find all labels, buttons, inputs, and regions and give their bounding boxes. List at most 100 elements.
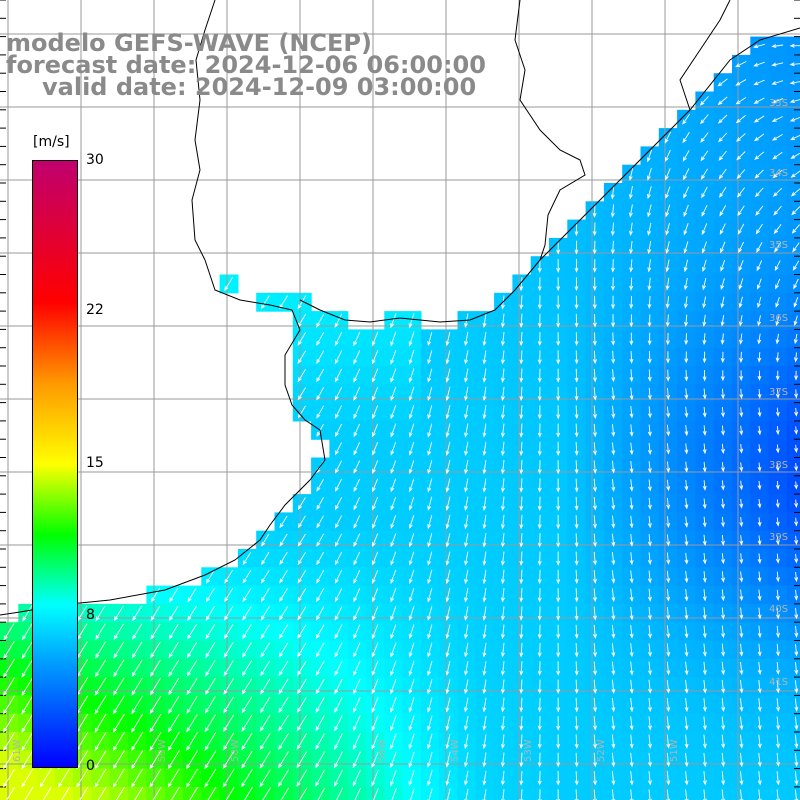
- wind-vector: [721, 571, 726, 583]
- wind-vector: [242, 551, 252, 566]
- wind-vector: [6, 786, 15, 800]
- wind-vector: [500, 569, 505, 585]
- wind-vector: [241, 660, 252, 677]
- wind-vector: [408, 313, 415, 329]
- wind-vector: [353, 606, 361, 621]
- wind-vector: [556, 624, 561, 640]
- wind-vector: [629, 259, 634, 273]
- wind-vector: [702, 443, 707, 455]
- wind-vector: [445, 679, 451, 695]
- wind-vector: [664, 131, 672, 144]
- lon-label: 59W: [157, 739, 168, 762]
- wind-vector: [775, 444, 780, 454]
- wind-vector: [280, 787, 290, 800]
- wind-vector: [297, 405, 306, 419]
- wind-vector: [537, 368, 542, 383]
- wind-vector: [719, 205, 727, 217]
- wind-vector: [427, 606, 433, 621]
- wind-vector: [464, 661, 469, 676]
- wind-vector: [316, 533, 324, 547]
- wind-vector: [574, 441, 579, 456]
- wind-vector: [556, 423, 561, 438]
- wind-vector: [278, 642, 289, 658]
- wind-vector: [629, 369, 634, 383]
- wind-vector: [701, 223, 708, 236]
- wind-vector: [574, 423, 579, 438]
- wind-vector: [775, 389, 780, 399]
- wind-vector: [464, 569, 469, 585]
- wind-vector: [776, 625, 780, 639]
- wind-vector: [3, 731, 15, 752]
- wind-vector: [372, 569, 379, 584]
- wind-vector: [592, 350, 597, 365]
- wind-vector: [537, 533, 542, 548]
- wind-speed-cell: [256, 786, 276, 800]
- wind-vector: [225, 786, 235, 800]
- wind-vector: [717, 96, 728, 106]
- wind-vector: [666, 716, 671, 731]
- wind-vector: [739, 407, 744, 418]
- wind-vector: [371, 368, 379, 383]
- wind-vector: [629, 240, 633, 255]
- wind-vector: [775, 535, 780, 546]
- wind-vector: [519, 313, 524, 328]
- wind-vector: [684, 443, 689, 455]
- wind-vector: [112, 731, 125, 752]
- wind-vector: [629, 606, 634, 621]
- wind-vector: [792, 242, 800, 253]
- wind-vector: [665, 351, 670, 364]
- wind-speed-cell: [768, 786, 788, 800]
- wind-vector: [736, 169, 746, 180]
- wind-vector: [427, 733, 433, 750]
- wind-speed-cell: [786, 475, 800, 495]
- wind-vector: [757, 535, 762, 546]
- wind-vector: [204, 714, 216, 733]
- wind-vector: [353, 660, 361, 677]
- wind-vector: [482, 514, 487, 530]
- wind-vector: [372, 515, 379, 529]
- wind-vector: [665, 186, 671, 199]
- wind-speed-cell: [786, 237, 800, 257]
- wind-vector: [390, 478, 397, 493]
- wind-vector: [574, 789, 579, 800]
- wind-vector: [408, 697, 415, 713]
- wind-vector: [611, 606, 616, 621]
- wind-vector: [297, 606, 307, 621]
- wind-vector: [739, 425, 744, 436]
- wind-vector: [736, 151, 746, 161]
- wind-vector: [735, 79, 747, 86]
- wind-vector: [500, 350, 505, 365]
- wind-vector: [464, 460, 469, 475]
- wind-vector: [611, 460, 616, 474]
- wind-vector: [482, 368, 487, 383]
- wind-vector: [242, 569, 252, 584]
- wind-vector: [700, 132, 709, 143]
- wind-vector: [224, 276, 234, 292]
- wind-vector: [204, 750, 217, 770]
- wind-speed-cell: [201, 786, 221, 800]
- wind-vector: [537, 606, 542, 621]
- wind-vector: [574, 716, 579, 731]
- wind-vector: [702, 661, 707, 676]
- wind-vector: [666, 443, 671, 455]
- wind-vector: [149, 677, 161, 696]
- wind-vector: [223, 624, 234, 640]
- wind-vector: [721, 553, 725, 565]
- wind-vector: [408, 642, 415, 658]
- wind-vector: [427, 533, 433, 548]
- wind-vector: [775, 315, 780, 327]
- wind-vector: [149, 731, 162, 752]
- wind-vector: [464, 715, 469, 731]
- wind-vector: [666, 570, 671, 584]
- wind-vector: [353, 442, 361, 456]
- wind-vector: [427, 752, 433, 768]
- wind-vector: [482, 606, 487, 621]
- wind-vector: [628, 186, 633, 200]
- wind-vector: [445, 496, 451, 511]
- wind-vector: [316, 515, 324, 529]
- wind-vector: [647, 186, 652, 200]
- wind-vector: [222, 768, 235, 788]
- wind-vector: [611, 424, 616, 438]
- wind-vector: [611, 479, 616, 492]
- wind-speed-cell: [18, 786, 38, 800]
